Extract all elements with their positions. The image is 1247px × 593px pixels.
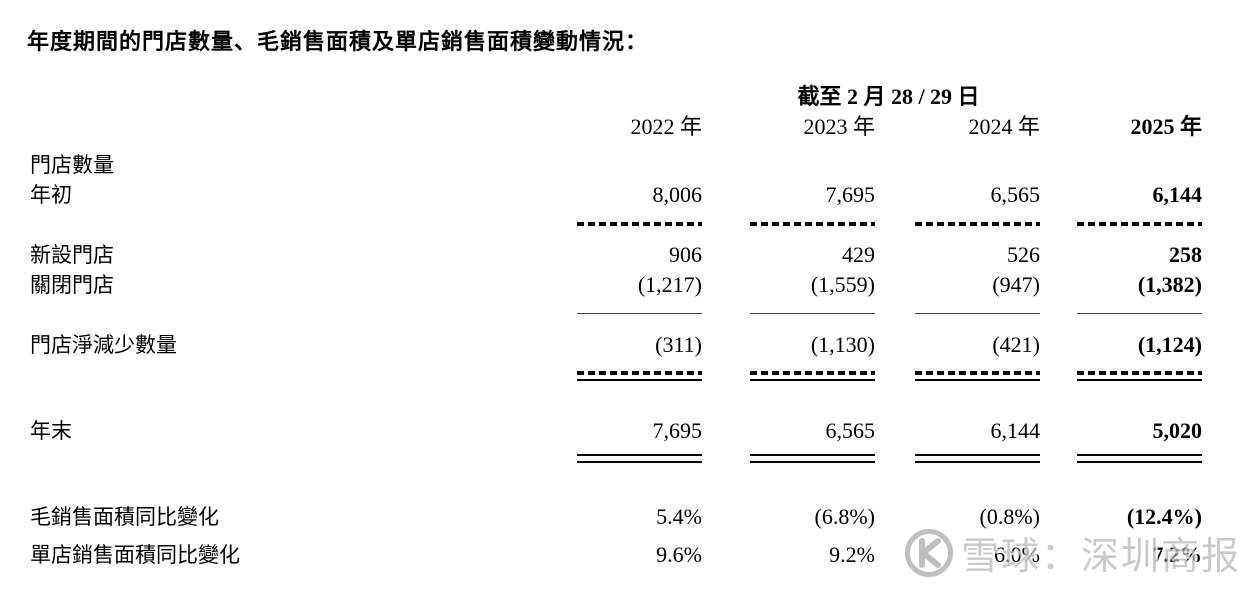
double-rule xyxy=(915,454,1040,463)
table-row-end-of-year: 年末 7,695 6,565 6,144 5,020 xyxy=(30,416,1202,446)
row-value: 9.6% xyxy=(656,542,702,567)
row-value: (6.8%) xyxy=(814,504,875,529)
dash-solid-rule xyxy=(915,371,1040,381)
table-row-gross-sales-area-yoy: 毛銷售面積同比變化 5.4% (6.8%) (0.8%) (12.4%) xyxy=(30,502,1202,532)
thin-rule xyxy=(1077,313,1202,314)
row-value: 6.0% xyxy=(994,542,1040,567)
dashed-rule xyxy=(577,222,702,226)
row-value: 6,144 xyxy=(990,418,1041,443)
col-header-2023: 2023 年 xyxy=(803,114,875,139)
row-value: (12.4%) xyxy=(1126,504,1202,529)
divider-double-row xyxy=(30,454,1202,463)
dashed-rule xyxy=(750,222,875,226)
col-header-2022: 2022 年 xyxy=(630,114,702,139)
thin-rule xyxy=(915,313,1040,314)
row-value: 9.2% xyxy=(829,542,875,567)
row-value: 906 xyxy=(669,242,702,267)
thin-rule xyxy=(750,313,875,314)
row-value: 258 xyxy=(1169,242,1202,267)
table-row-store-count-heading: 門店數量 xyxy=(30,150,1202,180)
row-value: 6,565 xyxy=(990,182,1041,207)
dashed-rule xyxy=(1077,222,1202,226)
divider-dash-solid-row xyxy=(30,371,1202,381)
double-rule xyxy=(750,454,875,463)
row-value: (1,130) xyxy=(810,332,875,357)
row-value: (421) xyxy=(992,332,1040,357)
as-of-date-header: 截至 2 月 28 / 29 日 xyxy=(797,84,980,109)
row-value: (311) xyxy=(655,332,702,357)
dashed-rule xyxy=(915,222,1040,226)
row-value: 6,144 xyxy=(1152,182,1203,207)
row-label: 單店銷售面積同比變化 xyxy=(30,543,240,567)
row-value: 8,006 xyxy=(652,182,703,207)
row-value: 7.2% xyxy=(1152,542,1203,567)
col-header-2024: 2024 年 xyxy=(968,114,1040,139)
row-label: 年初 xyxy=(30,183,72,207)
row-value: (1,559) xyxy=(810,272,875,297)
row-value: 429 xyxy=(842,242,875,267)
row-value: (1,124) xyxy=(1137,332,1202,357)
row-value: 5.4% xyxy=(656,504,702,529)
row-value: 7,695 xyxy=(825,182,876,207)
dash-solid-rule xyxy=(577,371,702,381)
table-row-new-stores: 新設門店 906 429 526 258 xyxy=(30,240,1202,270)
dash-solid-rule xyxy=(1077,371,1202,381)
table-row-closed-stores: 關閉門店 (1,217) (1,559) (947) (1,382) xyxy=(30,270,1202,300)
row-label: 年末 xyxy=(30,419,72,443)
thin-rule xyxy=(577,313,702,314)
table-year-header-row: 2022 年 2023 年 2024 年 2025 年 xyxy=(30,112,1202,142)
divider-dashed-row xyxy=(30,222,1202,226)
row-value: (1,217) xyxy=(637,272,702,297)
col-header-2025: 2025 年 xyxy=(1130,114,1202,139)
double-rule xyxy=(1077,454,1202,463)
page-title: 年度期間的門店數量、毛銷售面積及單店銷售面積變動情況： xyxy=(27,29,649,54)
table-row-per-store-sales-area-yoy: 單店銷售面積同比變化 9.6% 9.2% 6.0% 7.2% xyxy=(30,540,1202,570)
row-value: (1,382) xyxy=(1137,272,1202,297)
row-value: 7,695 xyxy=(652,418,703,443)
row-value: 526 xyxy=(1007,242,1040,267)
row-value: (947) xyxy=(992,272,1040,297)
divider-thin-row xyxy=(30,313,1202,314)
row-value: 5,020 xyxy=(1152,418,1203,443)
row-label: 門店淨減少數量 xyxy=(30,333,177,357)
row-label: 門店數量 xyxy=(30,153,114,177)
table-span-header-row: 截至 2 月 28 / 29 日 xyxy=(30,82,1202,112)
row-value: (0.8%) xyxy=(979,504,1040,529)
row-value: 6,565 xyxy=(825,418,876,443)
table-row-net-store-decrease: 門店淨減少數量 (311) (1,130) (421) (1,124) xyxy=(30,330,1202,360)
row-label: 新設門店 xyxy=(30,243,114,267)
row-label: 關閉門店 xyxy=(30,273,114,297)
row-label: 毛銷售面積同比變化 xyxy=(30,505,219,529)
double-rule xyxy=(577,454,702,463)
table-row-beginning-of-year: 年初 8,006 7,695 6,565 6,144 xyxy=(30,180,1202,210)
store-count-table: 截至 2 月 28 / 29 日 2022 年 2023 年 2024 年 20… xyxy=(30,82,1202,570)
dash-solid-rule xyxy=(750,371,875,381)
